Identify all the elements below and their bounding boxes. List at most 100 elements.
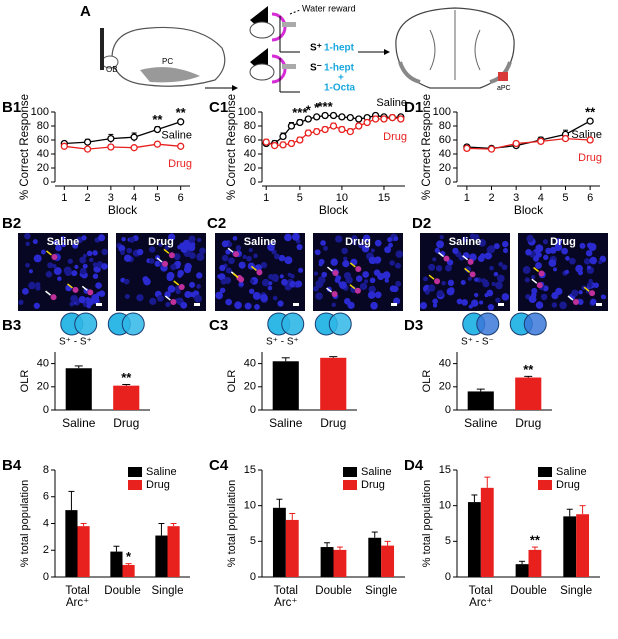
nucleus bbox=[387, 237, 393, 243]
nucleus bbox=[389, 285, 397, 293]
nucleus bbox=[335, 275, 342, 281]
point bbox=[279, 141, 287, 149]
nucleus bbox=[86, 250, 93, 257]
nucleus bbox=[76, 236, 84, 244]
legend-swatch bbox=[538, 480, 552, 490]
nucleus bbox=[393, 236, 399, 242]
nucleus bbox=[248, 248, 253, 253]
arc-cell bbox=[238, 276, 245, 283]
nucleus bbox=[374, 239, 382, 247]
nucleus bbox=[315, 292, 323, 300]
nucleus bbox=[274, 253, 280, 260]
label: 1-hept bbox=[324, 63, 355, 74]
image-label: Drug bbox=[550, 236, 576, 248]
significance: * bbox=[314, 100, 320, 115]
nucleus bbox=[279, 274, 284, 279]
nucleus bbox=[585, 249, 593, 257]
mouse-bottom bbox=[249, 48, 300, 93]
nucleus bbox=[370, 301, 378, 310]
nucleus bbox=[234, 301, 242, 310]
bar bbox=[467, 391, 494, 410]
nucleus bbox=[284, 256, 293, 265]
nucleus bbox=[318, 262, 323, 267]
nucleus bbox=[341, 247, 348, 255]
nucleus bbox=[165, 301, 171, 308]
x-tick-label: 1 bbox=[61, 192, 67, 204]
nucleus bbox=[395, 250, 403, 258]
venn bbox=[121, 312, 145, 336]
nucleus bbox=[432, 303, 438, 308]
y-axis-label: OLR bbox=[226, 370, 238, 393]
y-tick-label: 60 bbox=[37, 134, 49, 146]
image-label: Saline bbox=[244, 236, 276, 248]
legend-label: Saline bbox=[556, 466, 587, 478]
y-tick-label: 40 bbox=[37, 148, 49, 160]
nucleus bbox=[156, 295, 164, 302]
nucleus bbox=[559, 301, 567, 310]
x-tick-label: Total Arc⁺ bbox=[65, 585, 89, 609]
point bbox=[304, 115, 312, 123]
arc-cell bbox=[467, 258, 474, 265]
significance: ** bbox=[152, 112, 163, 127]
point bbox=[346, 113, 354, 122]
y-tick-label: 20 bbox=[439, 381, 451, 393]
nucleus bbox=[536, 252, 542, 258]
image-label: Saline bbox=[47, 236, 79, 248]
nucleus bbox=[292, 232, 300, 241]
y-tick-label: 20 bbox=[37, 162, 49, 174]
nucleus bbox=[67, 258, 73, 264]
series-label: Saline bbox=[161, 130, 192, 142]
nucleus bbox=[154, 260, 161, 267]
nucleus bbox=[469, 233, 476, 239]
arc-cell bbox=[170, 299, 177, 306]
nucleus bbox=[551, 302, 558, 308]
y-tick-label: 20 bbox=[244, 162, 256, 174]
nucleus bbox=[196, 284, 201, 289]
nucleus bbox=[533, 255, 539, 262]
arrow bbox=[45, 290, 52, 296]
y-axis-label: % total population bbox=[226, 480, 238, 567]
series-label: Drug bbox=[168, 158, 192, 170]
nucleus bbox=[183, 266, 192, 274]
point bbox=[397, 115, 405, 123]
nucleus bbox=[493, 243, 500, 250]
nucleus bbox=[343, 256, 348, 261]
nucleus bbox=[370, 248, 375, 253]
legend-label: Saline bbox=[361, 466, 392, 478]
bar bbox=[285, 519, 299, 577]
y-tick-label: 15 bbox=[439, 464, 451, 476]
nucleus bbox=[98, 290, 106, 297]
nucleus bbox=[588, 243, 597, 251]
nucleus bbox=[530, 292, 537, 298]
nucleus bbox=[24, 232, 31, 240]
series-label: Drug bbox=[578, 152, 602, 164]
x-tick-label: 2 bbox=[488, 192, 494, 204]
nucleus bbox=[238, 261, 246, 269]
nucleus bbox=[21, 287, 29, 295]
nucleus bbox=[158, 242, 163, 247]
nucleus bbox=[121, 237, 126, 242]
nucleus bbox=[369, 277, 376, 284]
nucleus bbox=[355, 275, 363, 282]
y-tick-label: 20 bbox=[37, 381, 49, 393]
arc-cell bbox=[233, 251, 240, 258]
bar bbox=[320, 357, 347, 410]
nucleus bbox=[601, 295, 607, 300]
nucleus bbox=[491, 282, 496, 287]
significance: ** bbox=[530, 532, 541, 547]
nucleus bbox=[175, 288, 181, 295]
bar bbox=[272, 507, 286, 577]
venn bbox=[281, 312, 305, 336]
nucleus bbox=[272, 295, 278, 301]
nucleus bbox=[569, 257, 576, 265]
scale-bar bbox=[96, 303, 102, 306]
nucleus bbox=[40, 249, 46, 255]
nucleus bbox=[57, 276, 62, 281]
arrow bbox=[156, 257, 163, 263]
point bbox=[177, 118, 185, 126]
x-tick-label: 10 bbox=[336, 192, 348, 204]
nucleus bbox=[148, 258, 155, 264]
significance: ** bbox=[523, 362, 534, 377]
point bbox=[388, 113, 397, 122]
nucleus bbox=[25, 241, 30, 246]
